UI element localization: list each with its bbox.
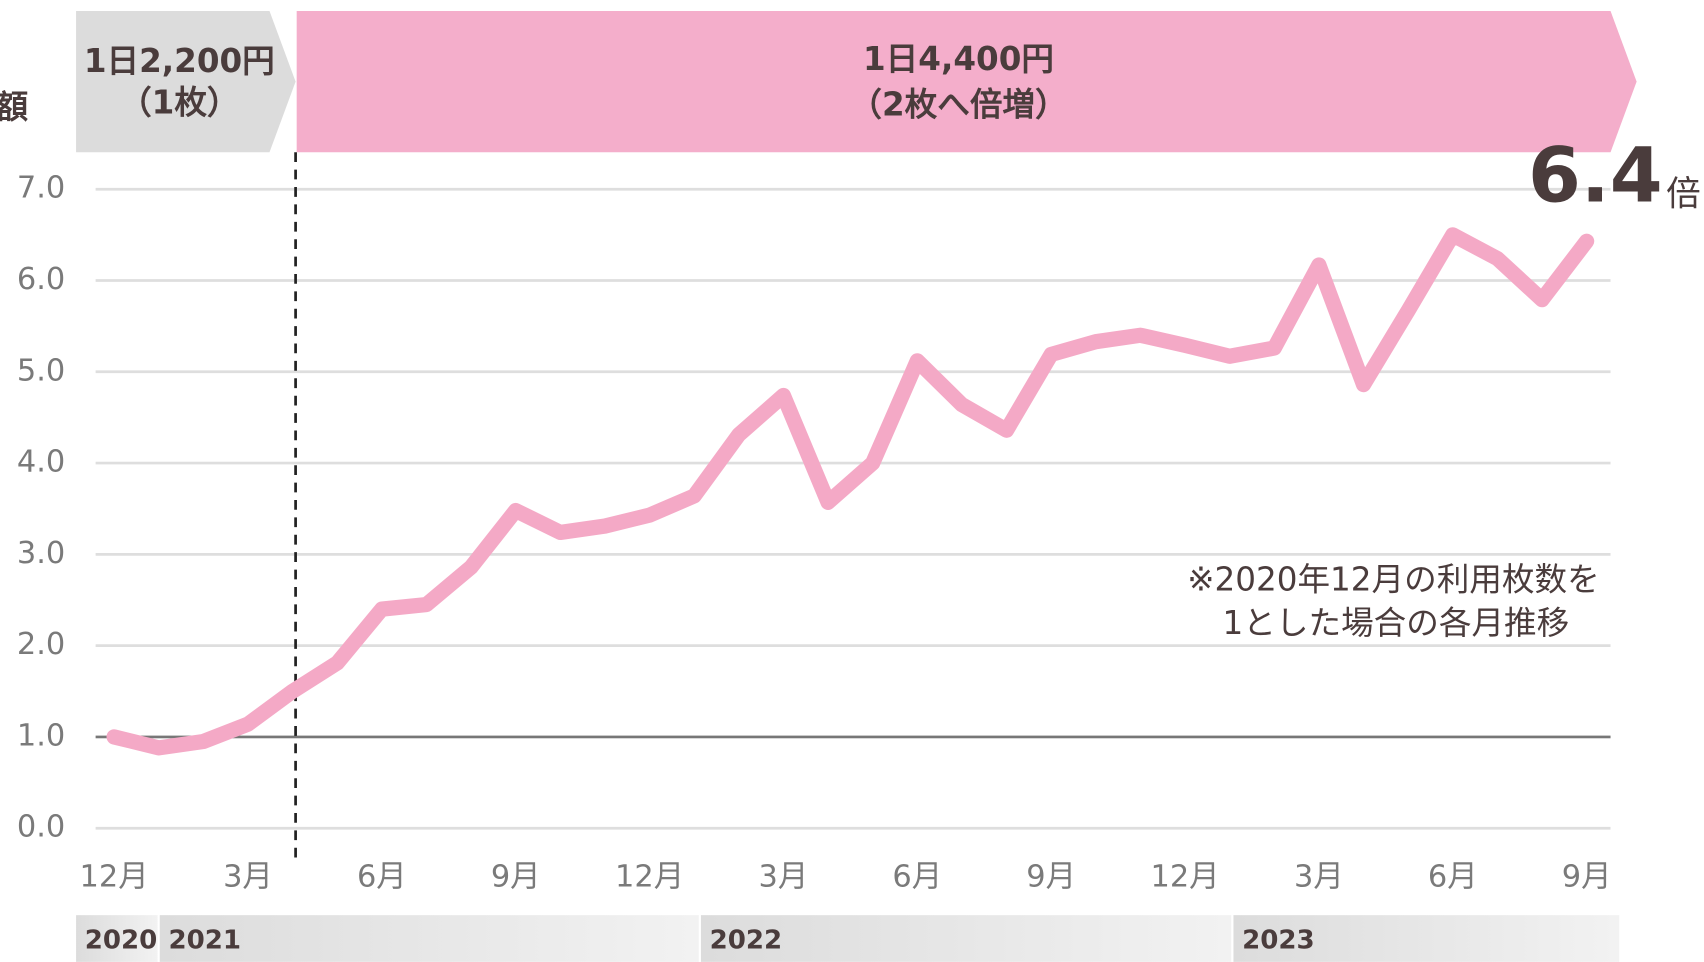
y-axis-label: 額 [0,88,29,126]
x-tick-label: 9月 [1562,860,1612,895]
x-tick-label: 6月 [892,860,942,895]
x-tick-label: 3月 [223,860,273,895]
year-label: 2022 [710,926,783,956]
y-tick-label: 1.0 [17,718,65,753]
highlight-unit: 倍 [1666,175,1701,215]
period-label: （2枚へ倍増） [849,86,1067,124]
year-band [159,915,699,962]
highlight-value: 6.4 [1528,131,1663,220]
y-tick-label: 2.0 [17,627,65,662]
x-tick-label: 9月 [1026,860,1076,895]
data-line [106,227,1595,756]
y-tick-label: 7.0 [17,171,65,206]
x-tick-label: 12月 [1150,860,1219,895]
y-tick-label: 3.0 [17,536,65,571]
annotation: ※2020年12月の利用枚数を [1187,561,1599,599]
y-tick-label: 0.0 [17,810,65,845]
year-label: 2020 [85,926,158,956]
annotation: 1とした場合の各月推移 [1223,604,1570,642]
y-tick-label: 5.0 [17,353,65,388]
year-label: 2021 [168,926,241,956]
x-tick-label: 6月 [1428,860,1478,895]
x-tick-label: 12月 [615,860,684,895]
year-band [700,915,1232,962]
period-label: 1日4,400円 [863,40,1054,78]
x-tick-label: 6月 [357,860,407,895]
period-banner [296,10,1637,153]
year-band [76,915,158,962]
x-tick-label: 12月 [80,860,149,895]
x-tick-label: 3月 [1294,860,1344,895]
year-band [1233,915,1620,962]
year-label: 2023 [1242,926,1315,956]
period-label: （1枚） [119,83,239,121]
period-banner [76,10,296,153]
x-tick-label: 3月 [759,860,809,895]
x-tick-label: 9月 [491,860,541,895]
period-label: 1日2,200円 [84,42,275,80]
y-tick-label: 6.0 [17,262,65,297]
y-tick-label: 4.0 [17,445,65,480]
